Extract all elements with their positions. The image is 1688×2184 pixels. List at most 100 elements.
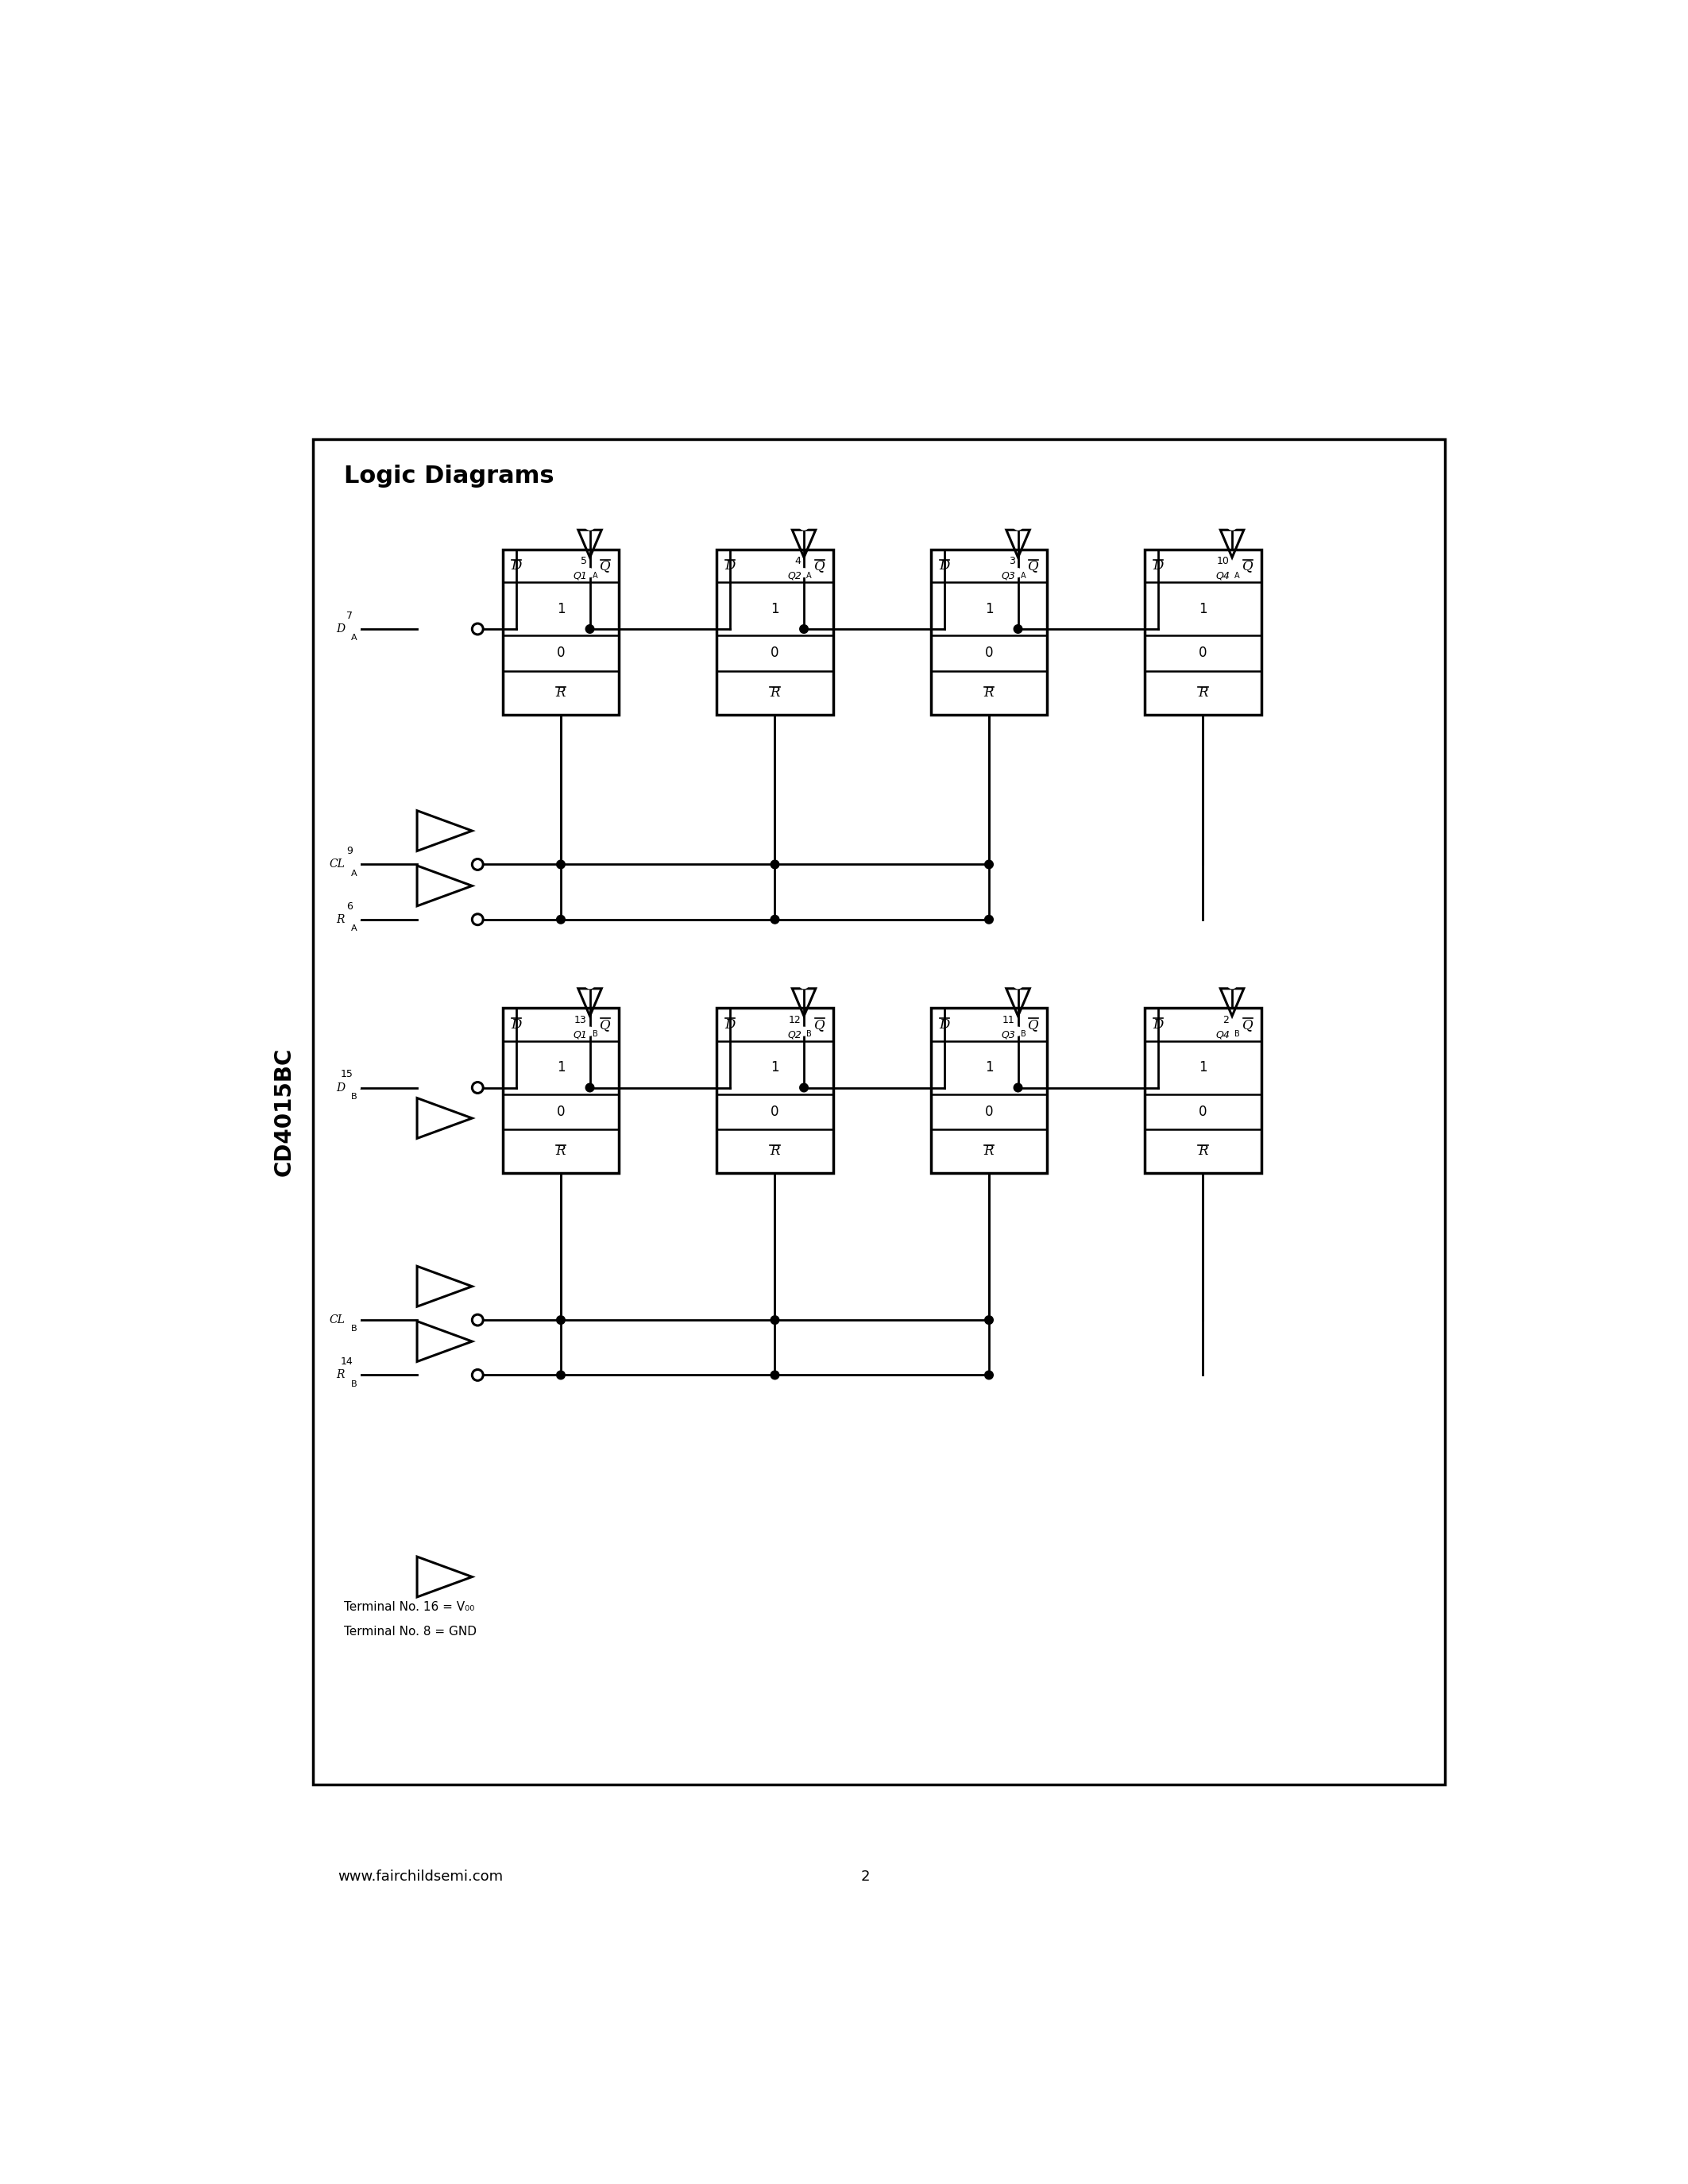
Text: 1: 1 [557,603,565,616]
Text: A: A [351,869,358,878]
Text: R: R [770,686,780,699]
Text: 1: 1 [1198,1061,1207,1075]
Text: Q: Q [1028,559,1040,572]
Circle shape [1227,978,1236,987]
Text: 0: 0 [557,1105,565,1118]
Text: Terminal No. 16 = V₀₀: Terminal No. 16 = V₀₀ [344,1601,474,1614]
Text: 14: 14 [341,1356,353,1367]
Text: 0: 0 [771,646,780,660]
Circle shape [800,570,807,577]
Text: R: R [1198,1144,1209,1158]
Circle shape [586,1083,594,1092]
Text: www.fairchildsemi.com: www.fairchildsemi.com [338,1870,503,1883]
Text: 1: 1 [771,603,780,616]
Bar [1144,550,1261,714]
Circle shape [353,1083,360,1092]
Circle shape [1014,570,1021,577]
Circle shape [1014,1083,1021,1092]
Circle shape [353,915,360,924]
Text: 0: 0 [984,1105,993,1118]
Text: 1: 1 [771,1061,780,1075]
Text: B: B [351,1326,358,1332]
Circle shape [986,915,993,924]
Text: 7: 7 [346,612,353,620]
Text: CL: CL [329,1315,344,1326]
Text: D: D [511,559,522,572]
Text: D: D [939,559,950,572]
Text: CL: CL [329,858,344,869]
Text: B: B [351,1380,358,1387]
Circle shape [586,570,594,577]
Text: Q2: Q2 [787,1029,802,1040]
Text: Q3: Q3 [1001,1029,1016,1040]
Text: 2: 2 [861,1870,869,1883]
Bar [1144,1009,1261,1173]
Circle shape [557,860,564,867]
Circle shape [353,1372,360,1378]
Circle shape [771,915,778,924]
Text: D: D [939,1018,950,1031]
Circle shape [586,1029,594,1035]
Circle shape [353,625,360,633]
Circle shape [1014,520,1023,529]
Circle shape [800,978,809,987]
Text: A: A [807,572,812,579]
Text: D: D [511,1018,522,1031]
Text: 12: 12 [788,1016,800,1024]
Circle shape [800,520,809,529]
Text: 11: 11 [1003,1016,1014,1024]
Text: Q1: Q1 [574,570,587,581]
Text: 10: 10 [1217,557,1229,566]
Text: 0: 0 [1198,646,1207,660]
Circle shape [800,1029,807,1035]
Circle shape [1229,1029,1236,1035]
Circle shape [771,1372,778,1378]
Text: 1: 1 [557,1061,565,1075]
Text: B: B [1021,1031,1026,1037]
Text: Q1: Q1 [574,1029,587,1040]
Circle shape [986,1372,993,1378]
Text: Q: Q [599,559,611,572]
Text: Q: Q [1242,1018,1252,1031]
Bar [717,1009,832,1173]
Text: 1: 1 [984,1061,993,1075]
Circle shape [771,860,778,867]
Text: R: R [1198,686,1209,699]
Text: 1: 1 [1198,603,1207,616]
Circle shape [586,625,594,633]
Circle shape [353,860,360,867]
Bar [930,1009,1047,1173]
Text: 4: 4 [795,557,800,566]
Text: R: R [555,1144,565,1158]
Text: D: D [1153,559,1163,572]
Circle shape [557,1372,564,1378]
Text: 0: 0 [557,646,565,660]
Text: 3: 3 [1009,557,1014,566]
Bar [503,550,619,714]
Text: Q: Q [599,1018,611,1031]
Text: 5: 5 [581,557,587,566]
Text: A: A [592,572,598,579]
Bar [503,1009,619,1173]
Text: B: B [807,1031,812,1037]
Text: A: A [351,924,358,933]
Text: R: R [984,1144,994,1158]
Circle shape [1014,1029,1021,1035]
Text: D: D [336,1081,344,1094]
Text: 1: 1 [984,603,993,616]
Circle shape [1229,570,1236,577]
Text: Q: Q [814,1018,825,1031]
Text: R: R [555,686,565,699]
Circle shape [353,1317,360,1324]
Text: B: B [592,1031,598,1037]
Circle shape [800,625,807,633]
Circle shape [1014,978,1023,987]
Text: Q4: Q4 [1215,570,1229,581]
Text: Q: Q [1242,559,1252,572]
Text: 0: 0 [984,646,993,660]
Text: B: B [351,1092,358,1101]
Text: CD4015BC: CD4015BC [272,1048,295,1177]
Circle shape [1014,625,1021,633]
Circle shape [586,978,594,987]
Text: Q: Q [814,559,825,572]
